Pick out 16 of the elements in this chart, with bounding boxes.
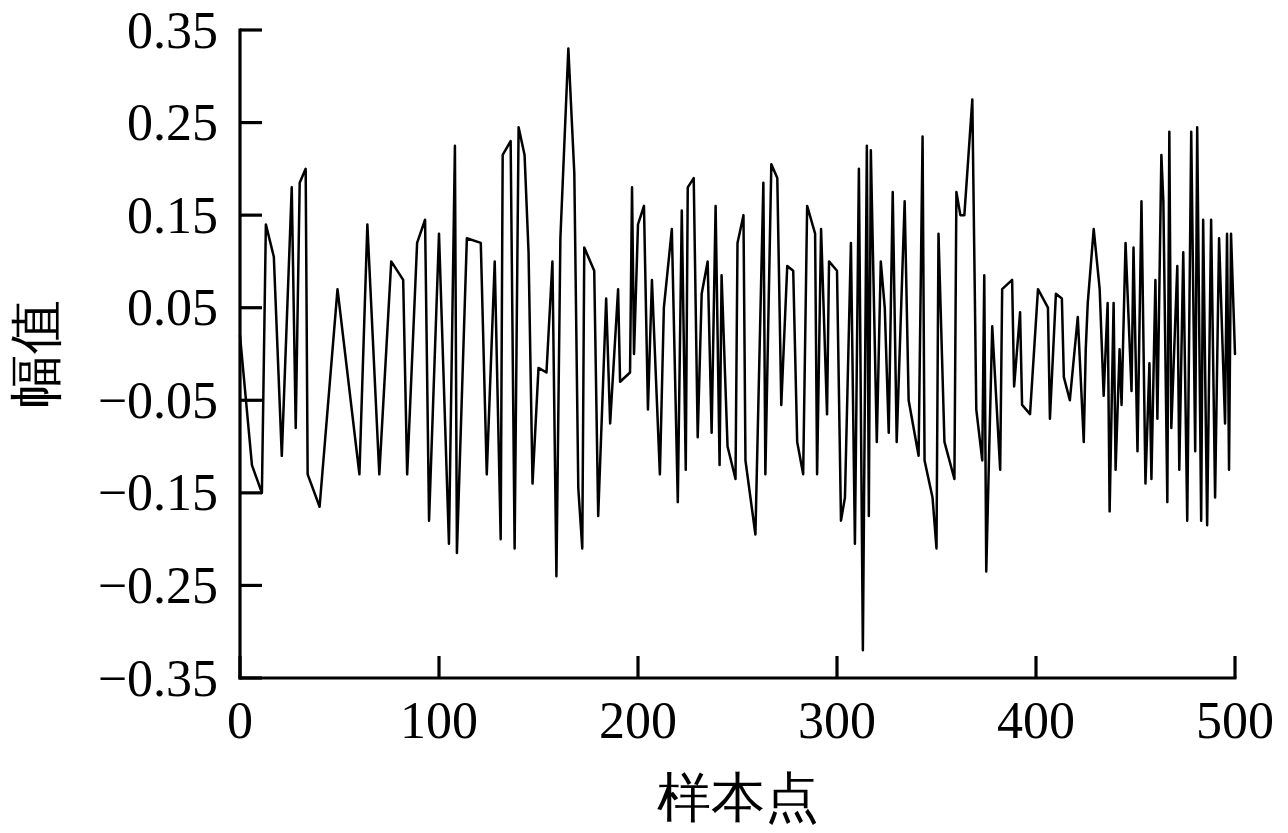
- x-axis-title: 样本点: [656, 768, 819, 828]
- y-tick-label: −0.15: [97, 464, 218, 522]
- x-tick-label: 200: [599, 691, 677, 749]
- x-tick-label: 400: [997, 691, 1075, 749]
- x-tick-label: 300: [798, 691, 876, 749]
- y-tick-label: 0.25: [127, 94, 218, 152]
- y-tick-label: 0.35: [127, 1, 218, 59]
- y-tick-label: 0.15: [127, 186, 218, 244]
- y-axis-title: 幅值: [6, 300, 66, 408]
- y-tick-label: −0.25: [97, 556, 218, 614]
- y-tick-label: −0.05: [97, 371, 218, 429]
- x-tick-label: 100: [400, 691, 478, 749]
- x-tick-label: 500: [1196, 691, 1274, 749]
- y-tick-label: 0.05: [127, 279, 218, 337]
- y-tick-label: −0.35: [97, 649, 218, 707]
- x-tick-label: 0: [227, 691, 253, 749]
